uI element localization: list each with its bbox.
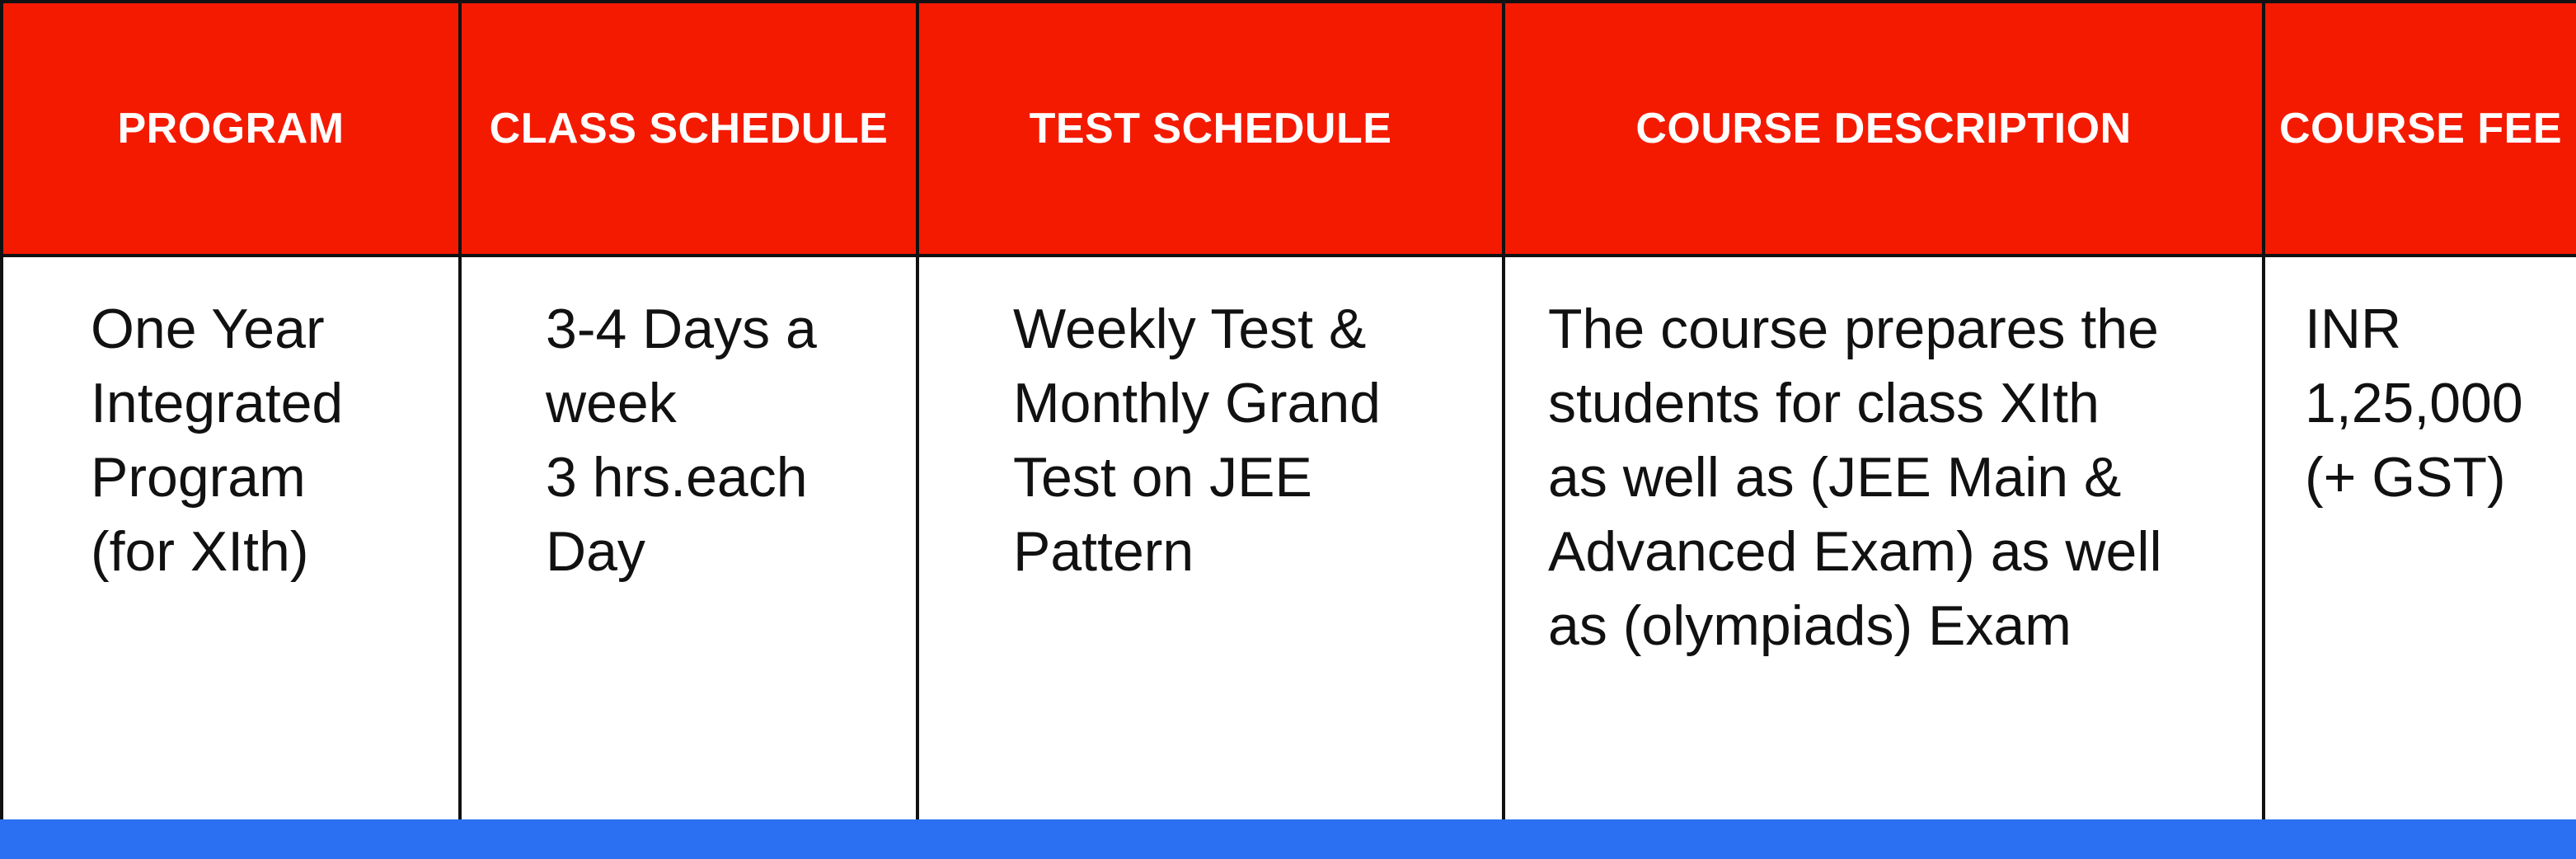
- cell-program: One Year Integrated Program (for XIth): [0, 254, 462, 826]
- cell-test-schedule: Weekly Test & Monthly Grand Test on JEE …: [916, 254, 1505, 826]
- cell-course-description: The course prepares the students for cla…: [1502, 254, 2265, 826]
- header-program: PROGRAM: [0, 0, 462, 257]
- cell-course-fee: INR 1,25,000 (+ GST): [2262, 254, 2576, 826]
- header-course-fee: COURSE FEE: [2262, 0, 2576, 257]
- header-class-schedule: CLASS SCHEDULE: [458, 0, 919, 257]
- table-row: One Year Integrated Program (for XIth) 3…: [0, 254, 2576, 826]
- header-test-schedule: TEST SCHEDULE: [916, 0, 1505, 257]
- table-header-row: PROGRAM CLASS SCHEDULE TEST SCHEDULE COU…: [0, 0, 2576, 257]
- course-fee-table: PROGRAM CLASS SCHEDULE TEST SCHEDULE COU…: [0, 0, 2576, 826]
- bottom-accent-bar: [0, 819, 2576, 859]
- header-course-description: COURSE DESCRIPTION: [1502, 0, 2265, 257]
- cell-class-schedule: 3-4 Days a week 3 hrs.each Day: [458, 254, 919, 826]
